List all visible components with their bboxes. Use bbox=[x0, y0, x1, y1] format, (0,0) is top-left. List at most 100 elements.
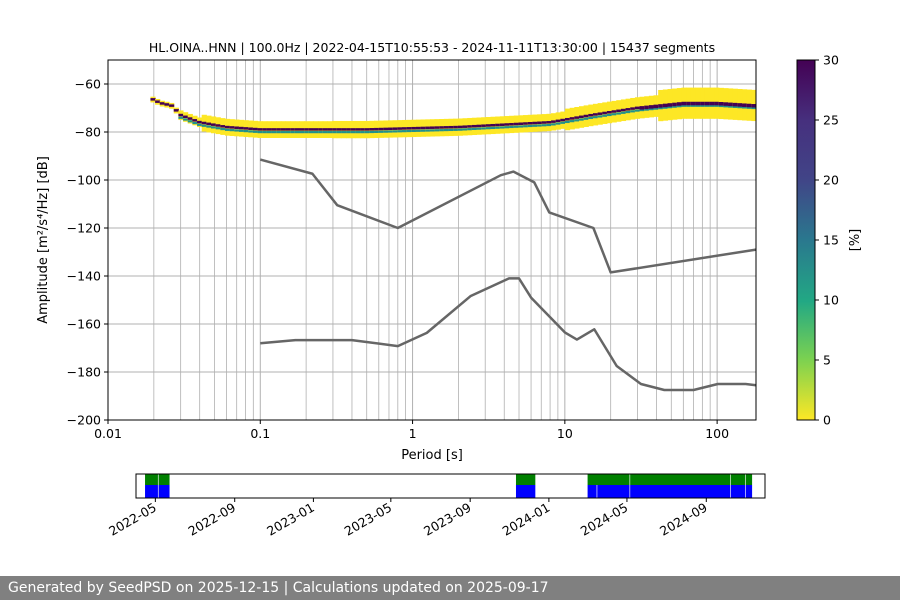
heatmap-high-density-cell bbox=[653, 104, 659, 109]
heatmap-high-density-cell bbox=[187, 117, 193, 120]
timeline-tick-label: 2024-05 bbox=[578, 500, 631, 539]
heatmap-mid-density-cell bbox=[578, 118, 585, 121]
y-tick-label: −100 bbox=[67, 173, 101, 188]
heatmap-high-density-cell bbox=[485, 124, 491, 127]
heatmap-mid-density-cell bbox=[690, 104, 696, 107]
heatmap-mid-density-cell bbox=[318, 131, 324, 134]
heatmap-mid-density-cell bbox=[481, 127, 487, 130]
heatmap-high-density-cell bbox=[439, 126, 445, 129]
heatmap-mid-density-cell bbox=[718, 104, 724, 108]
x-tick-label: 100 bbox=[705, 426, 729, 441]
heatmap-mid-density-cell bbox=[443, 128, 450, 132]
heatmap-mid-density-cell bbox=[672, 105, 678, 108]
heatmap-mid-density-cell bbox=[639, 108, 645, 112]
heatmap-mid-density-cell bbox=[243, 130, 249, 133]
heatmap-mid-density-cell bbox=[737, 106, 743, 109]
x-axis-label: Period [s] bbox=[401, 448, 463, 463]
heatmap-mid-density-cell bbox=[695, 104, 701, 107]
heatmap-mid-density-cell bbox=[178, 116, 184, 119]
colorbar-tick-label: 20 bbox=[823, 173, 839, 188]
y-axis-label: Amplitude [m²/s⁴/Hz] [dB] bbox=[36, 156, 51, 324]
heatmap-mid-density-cell bbox=[686, 104, 692, 107]
heatmap-mid-density-cell bbox=[495, 126, 501, 129]
heatmap-mid-density-cell bbox=[290, 131, 296, 134]
heatmap-mid-density-cell bbox=[714, 104, 720, 107]
timeline-tick-label: 2023-05 bbox=[342, 500, 395, 539]
heatmap-mid-density-cell bbox=[485, 127, 491, 130]
heatmap-high-density-cell bbox=[644, 105, 650, 110]
heatmap-mid-density-cell bbox=[541, 124, 547, 127]
y-tick-label: −180 bbox=[67, 365, 101, 380]
heatmap-high-density-cell bbox=[518, 122, 524, 125]
heatmap-high-density-cell bbox=[648, 105, 655, 109]
heatmap-high-density-cell bbox=[388, 127, 394, 131]
heatmap-high-density-cell bbox=[313, 128, 319, 131]
heatmap-mid-density-cell bbox=[266, 131, 273, 134]
heatmap-mid-density-cell bbox=[667, 106, 673, 109]
heatmap-mid-density-cell bbox=[490, 126, 496, 130]
heatmap-mid-density-cell bbox=[532, 124, 538, 127]
heatmap-mid-density-cell bbox=[732, 105, 738, 108]
heatmap-high-density-cell bbox=[397, 127, 403, 130]
heatmap-high-density-cell bbox=[229, 126, 235, 129]
heatmap-high-density-cell bbox=[714, 101, 720, 106]
heatmap-high-density-cell bbox=[220, 125, 226, 128]
heatmap-high-density-cell bbox=[476, 124, 482, 128]
heatmap-mid-density-cell bbox=[211, 126, 217, 129]
heatmap-high-density-cell bbox=[504, 123, 510, 126]
heatmap-high-density-cell bbox=[304, 128, 310, 131]
heatmap-mid-density-cell bbox=[364, 131, 370, 134]
heatmap-high-density-cell bbox=[695, 101, 701, 106]
heatmap-high-density-cell bbox=[490, 123, 496, 127]
heatmap-high-density-cell bbox=[606, 110, 613, 114]
heatmap-mid-density-cell bbox=[257, 131, 263, 134]
heatmap-high-density-cell bbox=[294, 128, 301, 131]
heatmap-high-density-cell bbox=[723, 102, 729, 106]
x-tick-label: 0.1 bbox=[250, 426, 270, 441]
heatmap-high-density-cell bbox=[551, 120, 557, 123]
heatmap-mid-density-cell bbox=[681, 104, 687, 107]
heatmap-mid-density-cell bbox=[700, 104, 706, 107]
heatmap-high-density-cell bbox=[332, 128, 338, 131]
heatmap-mid-density-cell bbox=[518, 125, 524, 128]
heatmap-high-density-cell bbox=[211, 123, 217, 126]
heatmap-mid-density-cell bbox=[728, 105, 734, 108]
heatmap-high-density-cell bbox=[634, 106, 641, 110]
heatmap-high-density-cell bbox=[583, 114, 589, 118]
heatmap-high-density-cell bbox=[299, 128, 305, 131]
heatmap-high-density-cell bbox=[159, 102, 165, 105]
heatmap-mid-density-cell bbox=[602, 114, 608, 117]
heatmap-mid-density-cell bbox=[201, 124, 207, 127]
ppsd-figure: HL.OINA..HNN | 100.0Hz | 2022-04-15T10:5… bbox=[36, 40, 863, 539]
heatmap-high-density-cell bbox=[709, 101, 715, 106]
processed-coverage-segment bbox=[158, 485, 170, 498]
psd-heatmap bbox=[150, 87, 757, 139]
heatmap-mid-density-cell bbox=[709, 104, 715, 107]
heatmap-high-density-cell bbox=[327, 128, 333, 131]
heatmap-mid-density-cell bbox=[374, 130, 380, 133]
heatmap-mid-density-cell bbox=[304, 131, 310, 134]
y-tick-label: −60 bbox=[75, 77, 101, 92]
colorbar-axis: 0 5 10 15 20 25 30 bbox=[815, 53, 839, 428]
y-tick-label: −200 bbox=[67, 413, 101, 428]
heatmap-mid-density-cell bbox=[406, 129, 412, 133]
heatmap-high-density-cell bbox=[173, 109, 179, 112]
heatmap-mid-density-cell bbox=[327, 131, 333, 134]
heatmap-mid-density-cell bbox=[504, 126, 510, 129]
heatmap-mid-density-cell bbox=[551, 123, 557, 126]
heatmap-mid-density-cell bbox=[751, 106, 757, 110]
main-plot-frame bbox=[107, 59, 757, 421]
heatmap-mid-density-cell bbox=[397, 130, 403, 133]
heatmap-high-density-cell bbox=[462, 125, 468, 128]
heatmap-high-density-cell bbox=[537, 121, 543, 125]
heatmap-mid-density-cell bbox=[592, 116, 599, 119]
heatmap-high-density-cell bbox=[527, 122, 533, 125]
timeline-tick-label: 2022-09 bbox=[185, 500, 238, 539]
heatmap-high-density-cell bbox=[616, 109, 622, 113]
heatmap-high-density-cell bbox=[252, 127, 259, 131]
y-tick-label: −120 bbox=[67, 221, 101, 236]
heatmap-high-density-cell bbox=[369, 128, 375, 131]
heatmap-high-density-cell bbox=[523, 122, 529, 125]
heatmap-mid-density-cell bbox=[285, 131, 291, 134]
heatmap-high-density-cell bbox=[602, 111, 608, 115]
